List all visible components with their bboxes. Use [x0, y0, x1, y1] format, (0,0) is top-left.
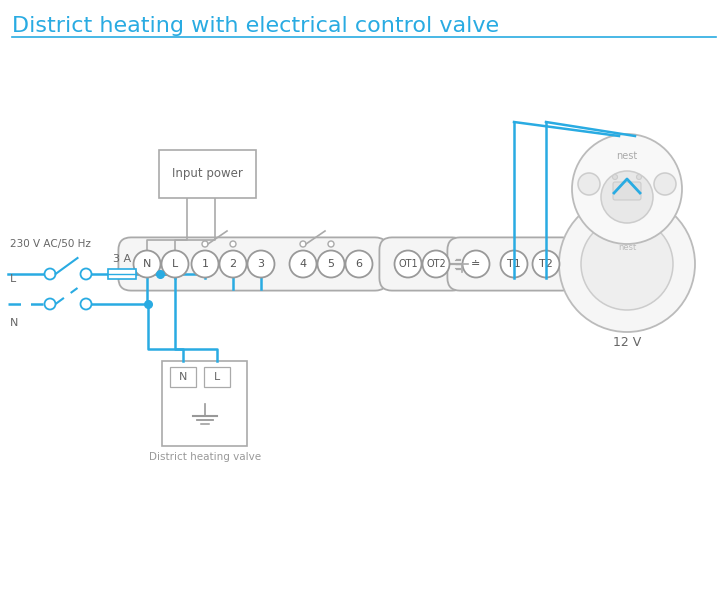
Text: 3 A: 3 A: [113, 254, 131, 264]
Circle shape: [162, 251, 189, 277]
Text: 5: 5: [328, 259, 334, 269]
FancyBboxPatch shape: [379, 238, 464, 290]
Circle shape: [328, 241, 334, 247]
FancyBboxPatch shape: [108, 269, 136, 279]
Text: Input power: Input power: [172, 168, 242, 181]
Text: nest: nest: [618, 244, 636, 252]
Circle shape: [636, 175, 641, 179]
Text: nest: nest: [617, 151, 638, 161]
Text: T1: T1: [507, 259, 521, 269]
Circle shape: [230, 241, 236, 247]
Circle shape: [290, 251, 317, 277]
Circle shape: [422, 251, 449, 277]
FancyBboxPatch shape: [159, 150, 256, 198]
Circle shape: [44, 299, 55, 309]
FancyBboxPatch shape: [170, 367, 196, 387]
FancyBboxPatch shape: [119, 238, 387, 290]
Circle shape: [601, 171, 653, 223]
Circle shape: [133, 251, 160, 277]
Text: 12 V: 12 V: [613, 336, 641, 349]
Text: OT2: OT2: [426, 259, 446, 269]
Circle shape: [501, 251, 528, 277]
Text: 2: 2: [229, 259, 237, 269]
Circle shape: [220, 251, 247, 277]
Text: 6: 6: [355, 259, 363, 269]
Text: District heating valve: District heating valve: [149, 452, 261, 462]
Text: 1: 1: [202, 259, 208, 269]
Circle shape: [581, 218, 673, 310]
Circle shape: [346, 251, 373, 277]
Circle shape: [532, 251, 560, 277]
Text: OT1: OT1: [398, 259, 418, 269]
Circle shape: [462, 251, 489, 277]
Circle shape: [395, 251, 422, 277]
Text: ≐: ≐: [471, 259, 480, 269]
Text: L: L: [214, 372, 220, 382]
Circle shape: [317, 251, 344, 277]
FancyBboxPatch shape: [613, 182, 641, 200]
Circle shape: [300, 241, 306, 247]
Text: 230 V AC/50 Hz: 230 V AC/50 Hz: [10, 239, 91, 249]
Circle shape: [81, 299, 92, 309]
FancyBboxPatch shape: [448, 238, 574, 290]
Text: N: N: [179, 372, 187, 382]
Text: N: N: [143, 259, 151, 269]
Circle shape: [81, 268, 92, 280]
Text: L: L: [172, 259, 178, 269]
Circle shape: [612, 175, 617, 179]
Text: N: N: [10, 318, 18, 328]
Circle shape: [559, 196, 695, 332]
Circle shape: [248, 251, 274, 277]
Circle shape: [572, 134, 682, 244]
FancyBboxPatch shape: [204, 367, 230, 387]
Text: District heating with electrical control valve: District heating with electrical control…: [12, 16, 499, 36]
Circle shape: [191, 251, 218, 277]
Circle shape: [578, 173, 600, 195]
Text: L: L: [10, 274, 16, 284]
Circle shape: [654, 173, 676, 195]
Text: T2: T2: [539, 259, 553, 269]
Text: 4: 4: [299, 259, 306, 269]
Circle shape: [44, 268, 55, 280]
FancyBboxPatch shape: [162, 361, 247, 446]
Circle shape: [202, 241, 208, 247]
Text: 3: 3: [258, 259, 264, 269]
